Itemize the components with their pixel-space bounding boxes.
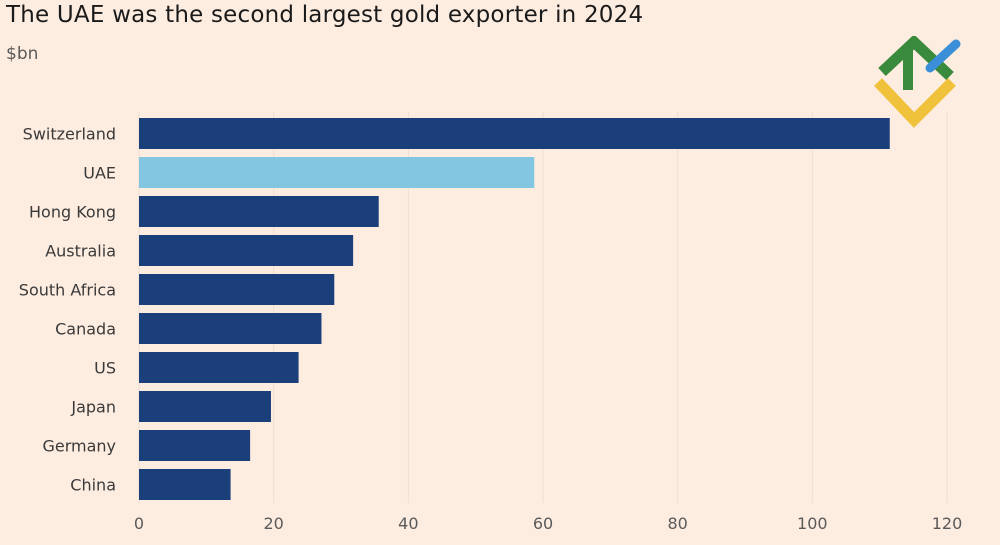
bar-canada bbox=[139, 313, 322, 344]
bar-south-africa bbox=[139, 274, 335, 305]
chart-title: The UAE was the second largest gold expo… bbox=[6, 2, 644, 28]
bar-japan bbox=[139, 391, 271, 422]
x-tick-label: 80 bbox=[667, 514, 687, 533]
category-label: UAE bbox=[83, 164, 116, 183]
x-tick-label: 0 bbox=[134, 514, 144, 533]
x-tick-label: 20 bbox=[263, 514, 283, 533]
bar-us bbox=[139, 352, 299, 383]
category-label: US bbox=[94, 359, 116, 378]
bar-china bbox=[139, 469, 231, 500]
x-tick-label: 60 bbox=[533, 514, 553, 533]
bar-hong-kong bbox=[139, 196, 379, 227]
x-axis-tick-labels: 0 20 40 60 80 100 120 bbox=[134, 514, 962, 533]
x-tick-label: 100 bbox=[797, 514, 828, 533]
x-tick-label: 40 bbox=[398, 514, 418, 533]
bar-switzerland bbox=[139, 118, 890, 149]
category-labels: Switzerland UAE Hong Kong Australia South Af… bbox=[19, 125, 116, 495]
brand-logo-icon bbox=[874, 36, 961, 128]
bar-germany bbox=[139, 430, 251, 461]
bars bbox=[139, 118, 890, 500]
bar-uae bbox=[139, 157, 535, 188]
category-label: South Africa bbox=[19, 281, 116, 300]
bar-australia bbox=[139, 235, 354, 266]
unit-label: $bn bbox=[6, 44, 39, 64]
category-label: Canada bbox=[55, 320, 116, 339]
x-tick-label: 120 bbox=[932, 514, 963, 533]
category-label: Australia bbox=[45, 242, 116, 261]
category-label: Hong Kong bbox=[29, 203, 116, 222]
category-label: Japan bbox=[70, 398, 116, 417]
category-label: Switzerland bbox=[23, 125, 116, 144]
category-label: China bbox=[70, 476, 116, 495]
category-label: Germany bbox=[42, 437, 116, 456]
